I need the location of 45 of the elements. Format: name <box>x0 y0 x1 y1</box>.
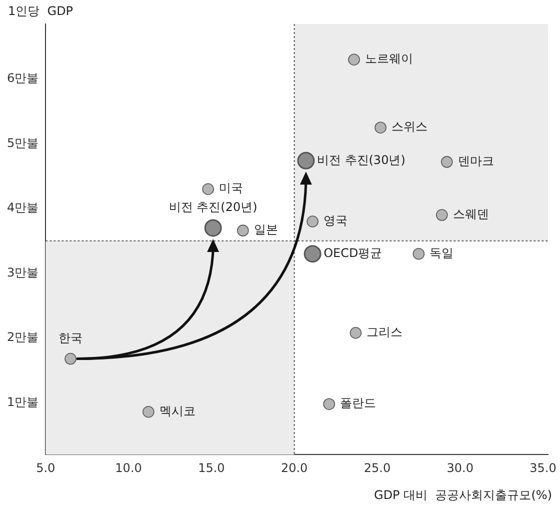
annotation: 한국 <box>58 330 83 345</box>
y-tick-label: 4만불 <box>6 200 39 215</box>
annotation: 비전 추진(20년) <box>168 200 258 214</box>
annotation: 덴마크 <box>458 154 494 168</box>
point <box>202 183 214 196</box>
annotation: 그리스 <box>366 324 403 339</box>
annotation: 멕시코 <box>159 404 196 418</box>
y-axis-title: 1인당 GDP <box>8 4 74 18</box>
x-tick-label: 20.0 <box>280 460 308 475</box>
y-tick-label: 6만불 <box>6 71 39 86</box>
x-tick-label: 30.0 <box>446 460 474 475</box>
point <box>440 156 453 168</box>
annotation: 일본 <box>254 222 278 237</box>
point <box>297 152 315 170</box>
point <box>64 352 76 365</box>
point <box>142 406 154 418</box>
annotation: 폴란드 <box>340 396 376 410</box>
x-tick-label: 15.0 <box>198 460 225 475</box>
x-tick-label: 5.0 <box>36 460 56 475</box>
y-tick-label: 5만불 <box>6 136 39 150</box>
point <box>348 54 360 66</box>
point <box>350 326 362 339</box>
x-tick-label: 25.0 <box>364 460 391 475</box>
y-tick-label: 2만불 <box>6 330 39 344</box>
x-tick-label: 35.0 <box>530 460 556 475</box>
y-tick-label: 1만불 <box>6 394 39 409</box>
point <box>304 245 322 263</box>
point <box>323 398 336 410</box>
x-axis-title: GDP 대비 공공사회지출규모(%) <box>374 488 552 502</box>
annotation: OECD평균 <box>324 246 382 260</box>
point <box>374 122 386 134</box>
point <box>204 219 222 237</box>
annotation: 스위스 <box>392 120 428 134</box>
annotation: 노르웨이 <box>365 52 414 66</box>
x-tick-label: 10.0 <box>115 460 142 475</box>
point <box>412 248 425 260</box>
point <box>237 224 249 236</box>
annotation: 미국 <box>219 181 244 196</box>
annotation: 스웨덴 <box>452 207 489 222</box>
annotation: 영국 <box>324 214 348 228</box>
point <box>306 216 318 228</box>
annotation: 비전 추진(30년) <box>316 152 406 167</box>
point <box>436 209 448 221</box>
y-tick-label: 3만불 <box>6 265 39 280</box>
annotation: 독일 <box>430 246 454 260</box>
